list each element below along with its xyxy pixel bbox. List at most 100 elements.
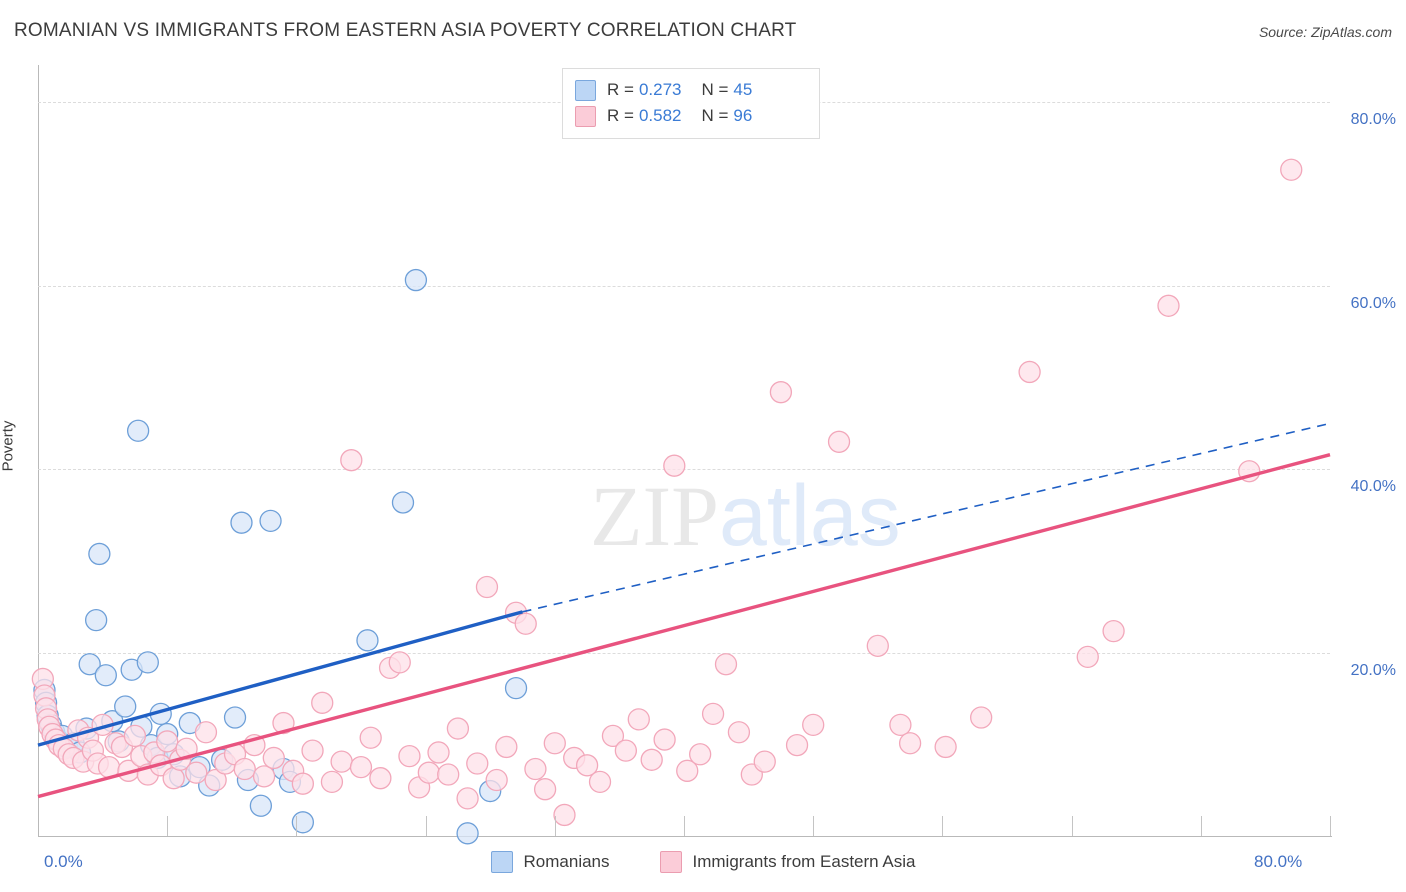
scatter-point[interactable] [398,744,421,768]
x-tick-label-max: 80.0% [1254,852,1303,871]
scatter-point[interactable] [898,732,922,755]
scatter-point[interactable] [185,761,208,784]
scatter-point[interactable] [437,763,460,786]
scatter-point[interactable] [466,752,489,775]
scatter-point[interactable] [349,756,373,779]
scatter-point[interactable] [934,735,957,759]
scatter-point[interactable] [301,739,324,762]
scatter-point[interactable] [785,733,809,757]
scatter-point[interactable] [156,730,179,753]
scatter-point[interactable] [533,778,557,801]
scatter-point[interactable] [676,759,699,782]
scatter-point[interactable] [252,765,276,788]
x-axis-line [38,836,1332,837]
scatter-point[interactable] [701,702,725,725]
scatter-point[interactable] [123,724,147,748]
scatter-point[interactable] [259,509,282,532]
scatter-point[interactable] [753,750,776,773]
scatter-point[interactable] [223,706,247,729]
scatter-point[interactable] [404,268,428,292]
scatter-points-layer [31,158,1303,845]
scatter-point[interactable] [970,706,993,729]
scatter-point[interactable] [524,757,547,781]
scatter-point[interactable] [114,695,137,718]
legend-item-eastern-asia[interactable]: Immigrants from Eastern Asia [659,851,915,873]
scatter-point[interactable] [543,732,566,755]
scatter-point[interactable] [359,726,382,749]
scatter-point[interactable] [769,381,793,404]
r-value-pink: 0.582 [638,106,682,125]
scatter-point[interactable] [78,653,101,676]
scatter-point[interactable] [233,757,256,781]
scatter-point[interactable] [391,491,415,514]
scatter-point[interactable] [388,651,411,674]
plot-area: ZIPatlas [31,65,1331,845]
n-label-pink: N = [701,106,729,125]
scatter-point[interactable] [689,743,712,766]
page-title: ROMANIAN VS IMMIGRANTS FROM EASTERN ASIA… [14,20,797,41]
scatter-point[interactable] [311,691,334,714]
scatter-point[interactable] [88,542,111,566]
scatter-point[interactable] [1102,619,1125,643]
scatter-point[interactable] [291,811,315,834]
scatter-point[interactable] [456,787,479,810]
x-tick-mark [167,816,169,836]
legend-swatch-eastern-asia-icon [659,851,682,873]
legend-item-romanians[interactable]: Romanians [490,851,610,873]
scatter-point[interactable] [575,754,599,777]
scatter-point[interactable] [204,768,227,792]
scatter-point[interactable] [446,717,470,740]
swatch-pink-icon [575,105,596,127]
scatter-point[interactable] [553,803,576,827]
scatter-point[interactable] [1157,294,1180,317]
scatter-point[interactable] [291,772,315,795]
scatter-point[interactable] [175,737,198,760]
scatter-point[interactable] [340,449,363,472]
y-tick-label: 20.0% [1350,662,1396,680]
scatter-point[interactable] [94,664,117,687]
scatter-point[interactable] [588,770,612,794]
scatter-point[interactable] [230,511,253,534]
scatter-point[interactable] [727,721,751,744]
scatter-point[interactable] [249,794,273,817]
scatter-point[interactable] [356,629,379,652]
scatter-point[interactable] [136,651,159,674]
scatter-point[interactable] [320,770,344,794]
scatter-point[interactable] [1076,645,1099,669]
x-tick-mark [1071,816,1073,836]
source-attribution: Source: ZipAtlas.com [1258,24,1392,40]
scatter-point[interactable] [601,724,625,748]
swatch-blue-icon [575,79,596,101]
scatter-point[interactable] [1018,360,1041,384]
scatter-point[interactable] [627,708,650,731]
scatter-point[interactable] [475,575,499,599]
scatter-point[interactable] [504,676,528,700]
scatter-point[interactable] [126,419,150,442]
scatter-point[interactable] [614,739,638,762]
bottom-legend: Romanians Immigrants from Eastern Asia [0,851,1406,873]
scatter-point[interactable] [802,713,825,737]
scatter-point[interactable] [663,454,686,477]
scatter-point[interactable] [714,653,738,676]
scatter-point[interactable] [485,768,508,792]
scatter-point[interactable] [84,608,108,632]
r-label-blue: R = [607,80,634,99]
gridline-y [38,285,1330,287]
trendlines-layer [37,422,1331,799]
scatter-point[interactable] [495,735,518,759]
scatter-point[interactable] [640,748,663,771]
scatter-point[interactable] [866,634,889,657]
scatter-point[interactable] [653,728,676,751]
scatter-point[interactable] [427,741,450,764]
scatter-point[interactable] [369,767,392,790]
x-tick-mark [942,816,944,836]
scatter-point[interactable] [262,746,285,770]
scatter-point[interactable] [456,822,479,845]
legend-label-romanians: Romanians [523,852,610,871]
scatter-point[interactable] [194,721,218,744]
scatter-point[interactable] [827,430,851,453]
scatter-point[interactable] [1280,158,1303,181]
scatter-point[interactable] [889,713,912,737]
scatter-point[interactable] [514,612,537,635]
scatter-point[interactable] [272,711,295,735]
